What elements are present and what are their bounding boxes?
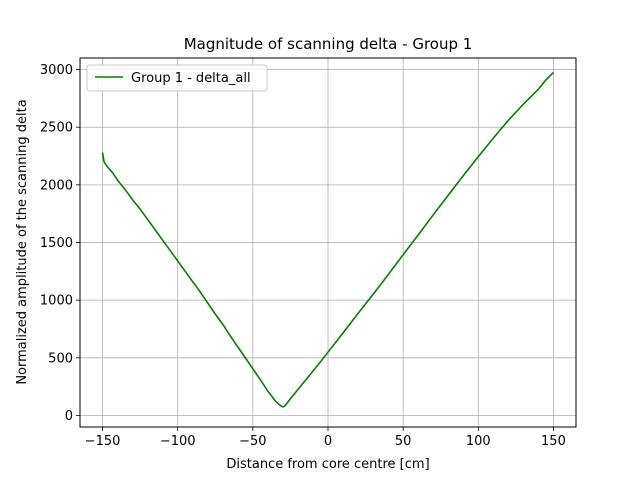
x-axis-label: Distance from core centre [cm] [226, 457, 429, 472]
series-line [101, 71, 555, 408]
y-tick-label: 2000 [40, 178, 73, 193]
y-tick-label: 3000 [40, 63, 73, 78]
x-tick-label: 50 [395, 434, 412, 449]
x-axis-ticks: −150 −100 −50 0 50 100 150 [85, 427, 566, 449]
x-tick-label: −100 [160, 434, 196, 449]
x-tick-label: 100 [466, 434, 491, 449]
x-tick-label: −150 [85, 434, 121, 449]
legend-entry-label: Group 1 - delta_all [131, 71, 251, 86]
y-tick-label: 2500 [40, 121, 73, 136]
y-tick-label: 500 [48, 351, 73, 366]
legend: Group 1 - delta_all [86, 64, 268, 92]
y-tick-label: 0 [65, 409, 73, 424]
y-axis-ticks: 0 500 1000 1500 2000 2500 3000 [40, 63, 80, 424]
x-tick-label: 0 [324, 434, 332, 449]
grid [80, 58, 576, 427]
x-tick-label: −50 [239, 434, 266, 449]
y-axis-label: Normalized amplitude of the scanning del… [15, 99, 30, 384]
chart-title: Magnitude of scanning delta - Group 1 [184, 35, 473, 53]
y-tick-label: 1500 [40, 236, 73, 251]
legend-box [86, 64, 268, 92]
x-tick-label: 150 [541, 434, 566, 449]
y-tick-label: 1000 [40, 294, 73, 309]
plot-lines [101, 71, 555, 408]
